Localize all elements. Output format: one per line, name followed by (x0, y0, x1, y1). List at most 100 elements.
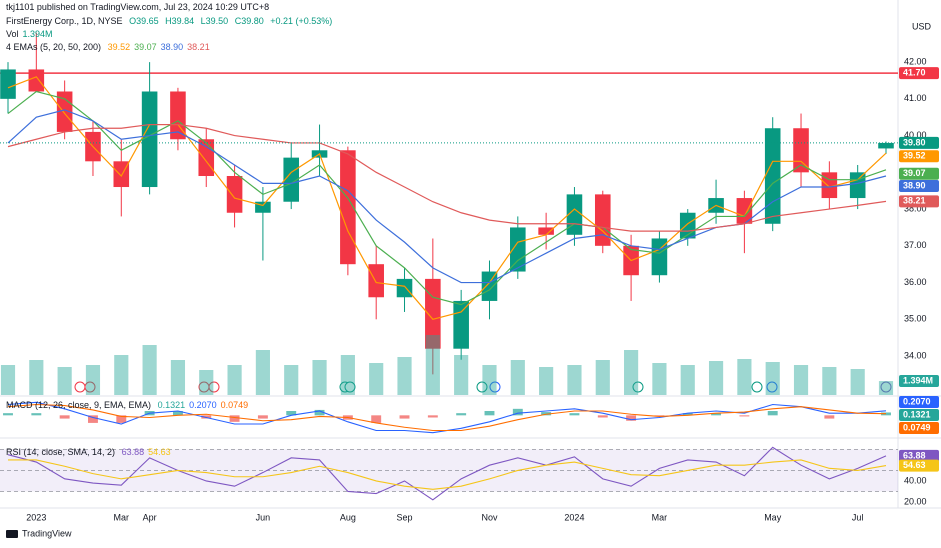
macd-histogram-bar (59, 415, 70, 419)
y-tick-label: 34.00 (904, 350, 927, 360)
dividend-marker (84, 381, 96, 393)
rsi-header: RSI (14, close, SMA, 14, 2) 63.88 54.63 (6, 446, 175, 458)
candle-body (170, 91, 186, 140)
dividend-marker (766, 381, 778, 393)
rsi-line (7, 446, 887, 501)
macd-histogram-bar (3, 413, 13, 416)
volume-bar (510, 360, 525, 395)
ema-label-bg (899, 167, 939, 180)
candle-body (368, 264, 384, 298)
volume-bar (567, 365, 582, 395)
rsi-tick-label: 20.00 (904, 496, 927, 506)
dividend-marker (208, 381, 220, 393)
macd-histogram-bar (314, 409, 325, 416)
macd-label: 0.0749 (903, 422, 931, 432)
ema-value: 39.07 (134, 42, 157, 52)
header-line: tkj1101 published on TradingView.com, Ju… (6, 1, 273, 13)
ohlc-open: O39.65 (129, 16, 159, 26)
ema-label: 39.07 (903, 168, 926, 178)
x-tick-label: Nov (481, 512, 498, 522)
volume-bar (199, 370, 214, 395)
candle-body (878, 142, 894, 149)
macd-histogram-bar (116, 415, 127, 423)
earnings-marker (476, 381, 488, 393)
dividend-marker (489, 381, 501, 393)
rsi-value: 63.88 (121, 447, 145, 457)
macd-histogram-bar (597, 415, 608, 418)
volume-bar (57, 367, 72, 395)
macd-value: 0.2070 (189, 400, 217, 410)
volume-bar (822, 367, 837, 395)
macd-histogram-bar (456, 413, 467, 416)
last-price-label: 39.80 (903, 137, 926, 147)
volume-bar (142, 345, 157, 395)
macd-histogram-bar (569, 413, 580, 416)
volume-bar (878, 381, 894, 395)
macd-header: MACD (12, 26, close, 9, EMA, EMA) 0.1321… (6, 399, 252, 411)
volume-bar (624, 350, 639, 395)
candle-body (425, 278, 441, 349)
x-tick-label: 2023 (26, 512, 46, 522)
macd-histogram-bar (257, 415, 268, 419)
earnings-marker (74, 381, 86, 393)
rsi-label: 54.63 (903, 460, 926, 470)
macd-value: 0.1321 (157, 400, 186, 410)
candle-body (28, 69, 45, 92)
ema-label: 39.52 (903, 151, 926, 161)
volume-bar (454, 355, 469, 395)
candle-body (0, 69, 16, 99)
volume-bar (312, 360, 327, 395)
volume-bar (595, 360, 610, 395)
candle-body (481, 271, 498, 301)
macd-histogram-bar (371, 415, 382, 423)
volume-bar (425, 335, 440, 395)
candle-body (510, 227, 526, 272)
header-line: 4 EMAs (5, 20, 50, 200) 39.52 39.07 38.90 3… (6, 41, 214, 53)
volume-bar (170, 360, 186, 395)
x-tick-label: Mar (652, 512, 668, 522)
macd-histogram-bar (739, 415, 750, 417)
macd-histogram-bar (881, 412, 891, 416)
y-tick-label: 38.00 (904, 203, 927, 213)
event-markers (74, 381, 892, 393)
logo-icon (6, 530, 18, 538)
logo-text: TradingView (22, 528, 72, 538)
macd-label-bg (899, 396, 939, 408)
volume-label-bg (899, 375, 939, 388)
candle-body (538, 227, 554, 235)
volume-value: 1.394M (22, 29, 53, 39)
ema-value: 38.90 (160, 42, 184, 52)
macd-histogram-bar (88, 415, 98, 423)
macd-histogram-bar (512, 408, 523, 416)
rsi-label-bg (899, 459, 939, 472)
macd-histogram-bar (172, 411, 183, 416)
macd-histogram-bar (484, 411, 495, 416)
rsi-line (8, 459, 887, 490)
macd-histogram-bar (682, 413, 693, 416)
ema-label: 38.90 (903, 180, 926, 190)
ohlc-low: L39.50 (200, 16, 229, 26)
earnings-marker (751, 381, 763, 393)
x-tick-label: 2024 (564, 512, 584, 522)
x-tick-label: Mar (114, 512, 130, 522)
macd-line (7, 403, 887, 432)
ema-label-bg (899, 195, 939, 208)
macd-histogram-bar (711, 413, 722, 416)
ema-line (7, 90, 887, 306)
y-tick-label: 42.00 (904, 56, 927, 66)
volume-label: 1.394M (903, 375, 933, 385)
split-marker (880, 381, 892, 393)
candle-body (594, 194, 611, 246)
last-price-label-bg (899, 136, 939, 149)
macd-label-bg (899, 409, 939, 421)
x-tick-label: Jun (256, 512, 271, 522)
publisher: tkj1101 published on TradingView.com, Ju… (6, 2, 270, 12)
candle-body (764, 128, 781, 224)
y-tick-label: 40.00 (904, 130, 927, 140)
macd-histogram-bar (31, 413, 42, 416)
rsi-title: RSI (14, close, SMA, 14, 2) (6, 447, 116, 457)
ema-line (7, 123, 887, 232)
